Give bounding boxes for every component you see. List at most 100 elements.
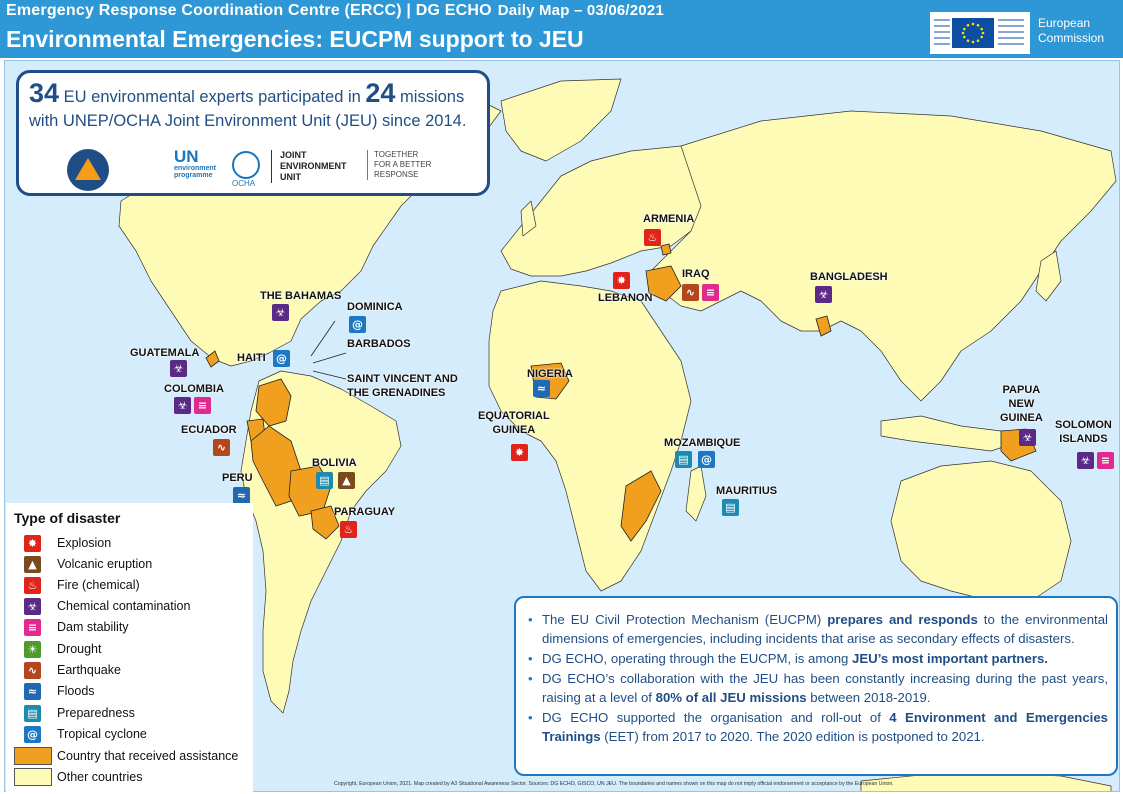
eucpm-info-box: The EU Civil Protection Mechanism (EUCPM… [514,596,1118,776]
eu-flag-icon [952,18,994,48]
chemical-icon: ☣ [24,598,41,615]
bullet-text: DG ECHO’s collaboration with the JEU has… [542,671,1108,705]
dam-icon: ≡ [24,619,41,636]
cyclone-icon: @ [698,451,715,468]
label-nigeria: NIGERIA [527,368,573,380]
un-env-sub1: environment [174,165,217,172]
bullet-text: DG ECHO, operating through the EUCPM, is… [542,651,853,666]
ec-text-line1: European [1038,16,1091,30]
assisted-countries [205,243,1037,542]
bullet-text: The EU Civil Protection Mechanism (EUCPM… [542,612,828,627]
explosion-icon: ✸ [24,535,41,552]
info-bullet-list: The EU Civil Protection Mechanism (EUCPM… [524,610,1108,746]
label-equatorial-guinea: EQUATORIAL GUINEA [478,409,550,437]
bangladesh-shape [815,315,832,337]
jeu-logo-line1: JOINT [280,150,307,160]
label-bolivia: BOLIVIA [312,457,357,469]
jeu-summary-text: 34 EU environmental experts participated… [29,78,489,133]
chemical-icon: ☣ [815,286,832,303]
legend-item-cyclone: @ Tropical cyclone [24,725,254,745]
label-bangladesh: BANGLADESH [810,271,888,283]
label-png-line1: PAPUA [1002,384,1041,396]
mozambique-shape [620,470,662,542]
ercc-title: Emergency Response Coordination Centre (… [6,2,492,19]
earthquake-icon: ∿ [24,662,41,679]
jeu-since-text: with UNEP/OCHA Joint Environment Unit (J… [29,112,467,130]
jeu-summary-box: 34 EU environmental experts participated… [16,70,490,196]
ec-flag-box [930,12,1030,54]
explosion-icon: ✸ [613,272,630,289]
preparedness-icon: ▤ [316,472,333,489]
experts-count: 34 [29,78,60,108]
volcano-icon: ▲ [338,472,355,489]
legend-item-preparedness: ▤ Preparedness [24,704,254,724]
uk [520,200,537,237]
label-mauritius: MAURITIUS [716,485,778,497]
daily-map-date: Daily Map – 03/06/2021 [497,2,664,19]
european-commission-logo: European Commission [930,12,1120,54]
ec-text-line2: Commission [1038,31,1105,45]
dam-icon: ≡ [1097,452,1114,469]
legend-label: Country that received assistance [57,749,239,763]
cyclone-icon: @ [273,350,290,367]
armenia-shape [660,243,672,256]
legend-label: Chemical contamination [57,599,191,613]
dam-icon: ≡ [194,397,211,414]
preparedness-icon: ▤ [675,451,692,468]
cyclone-icon: @ [24,726,41,743]
volcano-icon: ▲ [24,556,41,573]
legend-item-chemical: ☣ Chemical contamination [24,597,254,617]
missions-count: 24 [365,78,396,108]
info-bullet: DG ECHO’s collaboration with the JEU has… [524,669,1108,707]
copyright-text: Copyright, European Union, 2021. Map cre… [334,781,894,787]
paraguay-shape [310,505,340,540]
legend-label: Explosion [57,536,112,550]
legend-label: Earthquake [57,663,121,677]
guatemala-shape [205,350,220,368]
label-armenia: ARMENIA [643,213,695,225]
label-mozambique: MOZAMBIQUE [664,437,741,449]
legend-label: Drought [57,642,102,656]
flood-icon: ≈ [233,487,250,504]
explosion-icon: ✸ [511,444,528,461]
label-ecuador: ECUADOR [181,424,237,436]
label-papua-new-guinea: PAPUA NEW GUINEA [1000,383,1043,425]
other-swatch [14,768,52,786]
japan [1035,250,1062,302]
label-saint-vincent-line2: THE GRENADINES [347,387,446,399]
ucpm-logo-icon [67,149,109,191]
info-bullet: DG ECHO, operating through the EUCPM, is… [524,649,1108,668]
label-png-line2: NEW [1008,398,1035,410]
ec-building-icon [934,19,1024,45]
legend-label: Floods [57,684,95,698]
label-bahamas: THE BAHAMAS [260,290,342,302]
preparedness-icon: ▤ [24,705,41,722]
missions-text: missions [400,88,465,106]
legend-item-earthquake: ∿ Earthquake [24,661,254,681]
label-iraq: IRAQ [682,268,710,280]
bullet-bold: JEU’s most important partners. [852,651,1048,666]
chemical-icon: ☣ [1077,452,1094,469]
legend-title: Type of disaster [14,510,121,526]
label-peru: PERU [222,472,253,484]
legend-label: Preparedness [57,706,135,720]
peru-shape [250,425,302,507]
header-line1: Emergency Response Coordination Centre (… [6,2,664,20]
experts-text: EU environmental experts participated in [63,88,361,106]
chemical-icon: ☣ [272,304,289,321]
label-paraguay: PARAGUAY [334,506,396,518]
fire-icon: ♨ [644,229,661,246]
legend-item-dam: ≡ Dam stability [24,618,254,638]
label-eqg-line1: EQUATORIAL [478,410,550,422]
together-line1: TOGETHER [374,150,419,159]
info-bullet: DG ECHO supported the organisation and r… [524,708,1108,746]
label-barbados: BARBADOS [347,338,411,350]
bullet-bold: prepares and responds [827,612,978,627]
label-lebanon: LEBANON [598,292,653,304]
legend-item-other: Other countries [14,768,244,788]
legend-label: Other countries [57,770,143,784]
ocha-logo-text: OCHA [232,179,256,188]
legend-item-explosion: ✸ Explosion [24,534,254,554]
legend-label: Dam stability [57,620,129,634]
together-logo: TOGETHER FOR A BETTER RESPONSE [367,150,447,180]
